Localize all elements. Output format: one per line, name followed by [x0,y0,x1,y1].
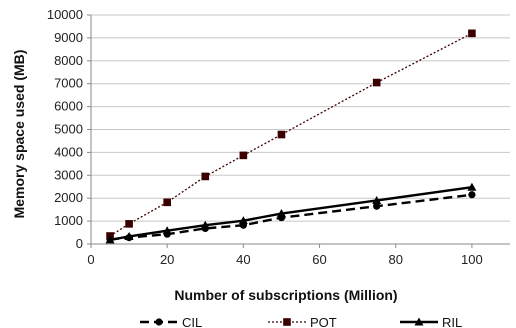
point-ril [372,195,382,204]
series-line-ril [109,186,473,242]
point-pot [372,78,381,87]
legend-item-ril: RIL [400,315,462,328]
point-pot [468,29,476,38]
legend: CIL POT RIL [140,315,462,328]
x-tick-label: 40 [236,252,250,267]
x-axis-title: Number of subscriptions (Million) [174,287,397,303]
y-tick-label: 2000 [54,190,83,205]
legend-item-pot: POT [268,315,337,328]
x-tick-label: 0 [87,252,94,267]
series-group [105,29,477,244]
legend-label-pot: POT [310,315,337,328]
y-tick-label: 7000 [54,76,83,91]
x-tick-label: 60 [312,252,326,267]
point-ril [276,209,286,218]
legend-marker-pot [283,318,291,326]
x-tick-label: 80 [388,252,402,267]
y-tick-labels: 0 1000 2000 3000 4000 5000 6000 7000 8000 9000 100… [47,7,83,251]
point-ril [200,220,210,229]
legend-label-cil: CIL [182,315,202,328]
legend-marker-cil [155,318,163,326]
y-tick-label: 4000 [54,144,83,159]
point-ril [105,235,115,244]
y-axis-title: Memory space used (MB) [11,50,27,219]
gridlines [91,14,510,222]
point-pot [201,172,210,181]
point-ril [238,216,248,225]
y-tick-label: 10000 [47,7,83,22]
y-tick-label: 6000 [54,99,83,114]
x-tick-label: 100 [461,252,483,267]
series-ril [105,182,477,244]
y-tick-label: 8000 [54,53,83,68]
series-line-cil [109,193,473,241]
point-cil [468,191,476,199]
point-pot [277,130,286,139]
legend-label-ril: RIL [442,315,462,328]
y-tick-label: 3000 [54,167,83,182]
legend-marker-ril [414,317,424,326]
series-line-pot [109,32,473,237]
axes [87,14,510,248]
y-tick-label: 5000 [54,122,83,137]
y-tick-label: 9000 [54,30,83,45]
point-cil [373,202,381,210]
point-pot [125,220,133,228]
x-tick-label: 20 [160,252,174,267]
x-tick-labels: 0 20 40 60 80 100 [87,252,482,267]
y-tick-label: 0 [76,236,83,251]
point-ril [162,226,172,235]
y-tick-label: 1000 [54,213,83,228]
series-cil [106,191,476,244]
point-ril [124,231,134,240]
legend-item-cil: CIL [140,315,202,328]
point-pot [163,198,171,207]
point-pot [239,151,248,160]
point-ril [467,182,477,191]
